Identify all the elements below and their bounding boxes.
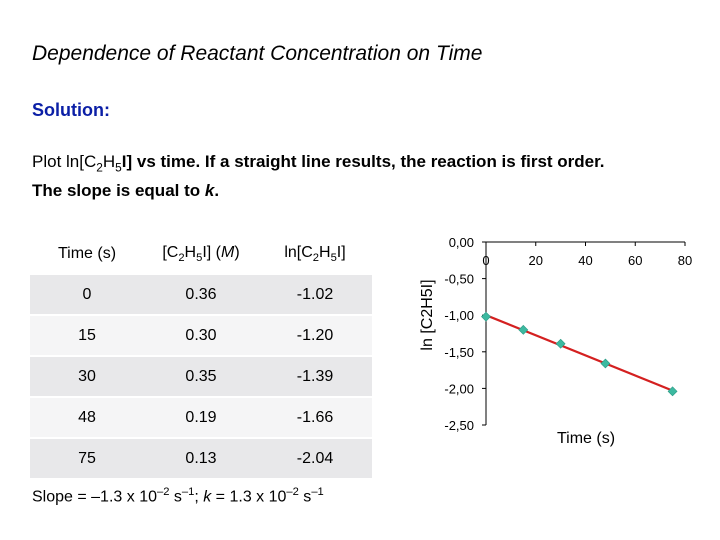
slope-p2: s	[169, 488, 182, 506]
header-conc-unit: M	[221, 243, 235, 261]
slope-sup4: –1	[311, 486, 324, 498]
slope-text: Slope = –1.3 x 10–2 s–1; k = 1.3 x 10–2 …	[32, 486, 324, 506]
ln-concentration-chart: 0,00 -0,50 -1,00 -1,50 -2,00 -2,50 0 20 40 60 80 Ti…	[419, 235, 692, 447]
y-tick-label: -0,50	[444, 272, 474, 287]
instruction-k: k	[204, 181, 215, 201]
cell-time: 15	[30, 315, 144, 357]
table-row: 48 0.19 -1.66	[30, 397, 372, 439]
data-point	[667, 386, 678, 397]
cell-conc: 0.19	[144, 397, 258, 439]
y-tick-label: -2,50	[444, 418, 474, 433]
header-conc-mid: H	[184, 243, 197, 261]
header-conc-pre: [C	[162, 243, 179, 261]
instruction-sub2: 5	[115, 160, 122, 175]
cell-ln: -1.39	[258, 356, 372, 398]
trendline	[485, 314, 673, 392]
header-ln-sub1: 2	[312, 252, 319, 265]
instruction-line-2: The slope is equal to k.	[32, 179, 720, 203]
data-point	[481, 311, 491, 322]
cell-conc: 0.13	[144, 438, 258, 480]
header-ln: ln[C2H5I]	[258, 235, 372, 275]
slope-sup2: –1	[181, 486, 195, 498]
cell-time: 0	[30, 274, 144, 316]
slope-sup1: –2	[156, 486, 170, 498]
table-row: 15 0.30 -1.20	[30, 315, 372, 357]
instruction-text: Plot ln[C2H5I] vs time. If a straight li…	[32, 150, 720, 203]
x-tick-label: 0	[482, 253, 489, 268]
table-row: 30 0.35 -1.39	[30, 356, 372, 398]
header-ln-pre: ln[C	[284, 243, 313, 261]
header-ln-sub2: 5	[330, 252, 337, 265]
header-concentration: [C2H5I] (M)	[144, 235, 258, 275]
instruction-part2: H	[102, 152, 116, 171]
x-axis-title: Time (s)	[557, 430, 615, 447]
slope-p4: = 1.3 x 10	[211, 488, 287, 506]
cell-ln: -1.02	[258, 274, 372, 316]
instruction-part1: Plot ln[C	[32, 152, 97, 171]
instruction-part3: I] vs time. If a straight line results, …	[121, 152, 605, 171]
instruction-sub1: 2	[96, 160, 103, 175]
x-tick-label: 40	[578, 253, 592, 268]
slope-p3: ;	[194, 488, 204, 506]
header-ln-post: I]	[336, 243, 346, 261]
slope-p1: Slope = –1.3 x 10	[32, 488, 157, 506]
table-header-row: Time (s) [C2H5I] (M) ln[C2H5I]	[30, 235, 372, 275]
instruction-end: .	[214, 181, 220, 201]
cell-conc: 0.30	[144, 315, 258, 357]
cell-time: 75	[30, 438, 144, 480]
instruction-line2-text: The slope is equal to	[32, 181, 205, 201]
y-tick-label: -1,00	[444, 308, 474, 323]
data-point	[518, 324, 529, 335]
cell-time: 30	[30, 356, 144, 398]
y-axis-title: ln [C2H5I]	[419, 279, 436, 350]
y-tick-label: -1,50	[444, 345, 474, 360]
data-point	[600, 358, 611, 369]
x-tick-label: 20	[529, 253, 543, 268]
header-ln-mid: H	[319, 243, 331, 261]
cell-ln: -1.66	[258, 397, 372, 439]
cell-conc: 0.36	[144, 274, 258, 316]
slope-k: k	[203, 488, 212, 506]
data-point	[555, 338, 566, 349]
cell-conc: 0.35	[144, 356, 258, 398]
cell-time: 48	[30, 397, 144, 439]
header-conc-sub1: 2	[178, 252, 185, 265]
header-time: Time (s)	[30, 235, 144, 275]
data-table: Time (s) [C2H5I] (M) ln[C2H5I] 0 0.36 -1…	[30, 235, 372, 480]
y-tick-label: -2,00	[444, 381, 474, 396]
cell-ln: -1.20	[258, 315, 372, 357]
header-conc-close: )	[234, 243, 240, 261]
slope-sup3: –2	[286, 486, 299, 498]
table-row: 0 0.36 -1.02	[30, 274, 372, 316]
x-tick-label: 80	[678, 253, 692, 268]
slide-title: Dependence of Reactant Concentration on …	[32, 42, 483, 65]
slope-p5: s	[298, 488, 312, 506]
y-tick-label: 0,00	[449, 235, 474, 250]
x-tick-label: 60	[628, 253, 642, 268]
table-row: 75 0.13 -2.04	[30, 438, 372, 480]
header-conc-post: I] (	[202, 243, 222, 261]
cell-ln: -2.04	[258, 438, 372, 480]
instruction-line-1: Plot ln[C2H5I] vs time. If a straight li…	[32, 150, 720, 179]
header-conc-sub2: 5	[196, 252, 203, 265]
solution-label: Solution:	[32, 100, 110, 120]
